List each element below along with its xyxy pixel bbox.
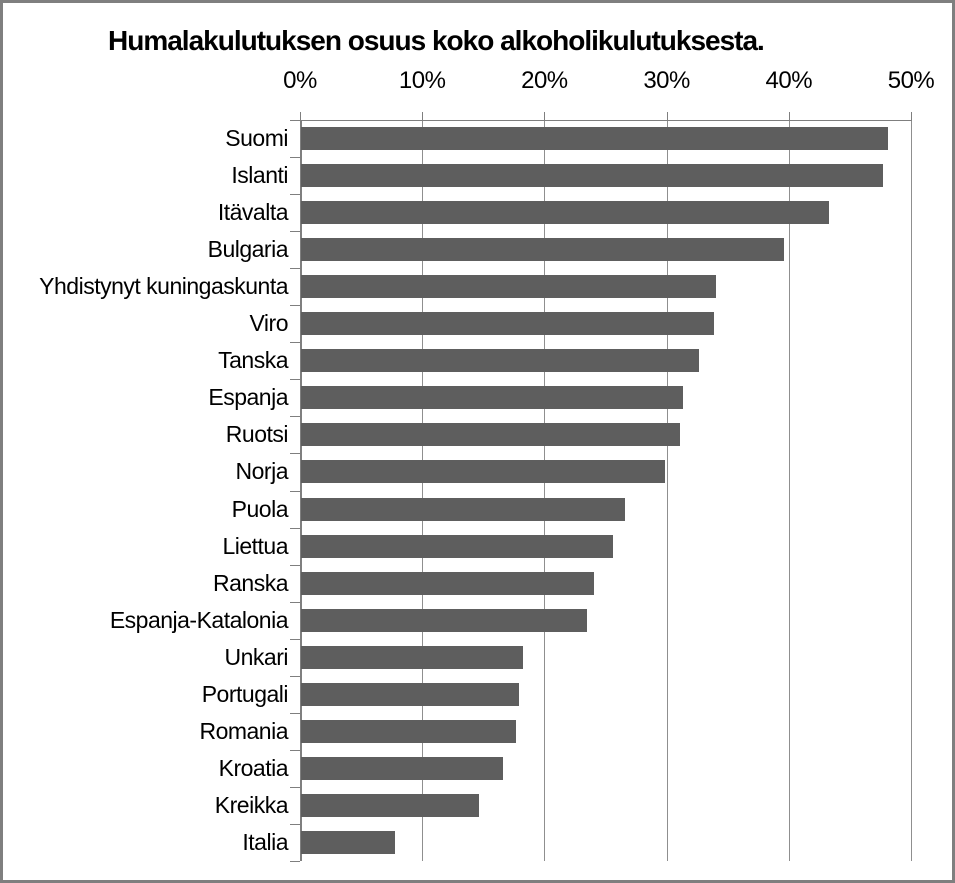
bar — [301, 535, 613, 558]
y-axis-tick-mark — [290, 713, 300, 714]
y-axis-tick-mark — [290, 231, 300, 232]
x-axis-tick-label: 50% — [887, 67, 935, 94]
y-axis-tick-mark — [290, 602, 300, 603]
bar — [301, 127, 888, 150]
x-gridline — [544, 120, 546, 861]
x-axis-tick-mark — [788, 112, 790, 121]
bar — [301, 572, 594, 595]
bar — [301, 720, 516, 743]
category-label: Unkari — [224, 644, 289, 670]
x-axis-tick-label: 20% — [521, 67, 568, 94]
x-axis-tick-mark — [666, 112, 668, 121]
y-axis-tick-mark — [290, 194, 300, 195]
category-label: Espanja-Katalonia — [109, 607, 289, 633]
x-gridline — [788, 120, 790, 861]
category-label: Yhdistynyt kuningaskunta — [39, 273, 288, 299]
bar — [301, 683, 519, 706]
x-axis-line — [300, 120, 912, 121]
y-axis-line — [300, 120, 302, 861]
category-label: Tanska — [218, 347, 288, 373]
category-label: Ranska — [213, 570, 288, 596]
y-axis-tick-mark — [290, 861, 300, 862]
category-label: Romania — [199, 718, 288, 744]
y-axis-tick-mark — [290, 157, 300, 158]
y-axis-tick-mark — [290, 750, 300, 751]
category-label: Islanti — [231, 162, 288, 188]
bar — [301, 498, 625, 521]
y-axis-tick-mark — [290, 787, 300, 788]
y-axis-tick-mark — [290, 120, 300, 121]
y-axis-tick-mark — [290, 528, 300, 529]
bar — [301, 349, 699, 372]
y-axis-tick-mark — [290, 342, 300, 343]
bar — [301, 757, 503, 780]
bar — [301, 164, 883, 187]
category-label: Puola — [231, 496, 289, 522]
bar — [301, 609, 587, 632]
bar — [301, 275, 716, 298]
chart-title: Humalakulutuksen osuus koko alkoholikulu… — [108, 25, 765, 56]
x-axis-tick-label: 40% — [765, 67, 813, 94]
y-axis-tick-mark — [290, 824, 300, 825]
x-axis-tick-mark — [422, 112, 424, 121]
category-label: Italia — [242, 829, 288, 855]
bar — [301, 831, 395, 854]
y-axis-tick-mark — [290, 379, 300, 380]
category-label: Portugali — [201, 681, 289, 707]
x-axis-tick-label: 30% — [643, 67, 690, 94]
x-gridline — [422, 120, 424, 861]
bar — [301, 386, 683, 409]
y-axis-tick-mark — [290, 565, 300, 566]
x-axis-tick-mark — [911, 112, 912, 121]
category-label: Viro — [249, 310, 289, 336]
y-axis-tick-mark — [290, 491, 300, 492]
category-label: Kreikka — [214, 792, 289, 818]
x-axis-tick-mark — [544, 112, 546, 121]
y-axis-tick-mark — [290, 268, 300, 269]
category-label: Itävalta — [217, 199, 289, 225]
category-label: Kroatia — [218, 755, 289, 781]
category-label: Ruotsi — [225, 421, 289, 447]
y-axis-tick-mark — [290, 639, 300, 640]
y-axis-tick-mark — [290, 416, 300, 417]
x-gridline — [666, 120, 668, 861]
y-axis-tick-mark — [290, 676, 300, 677]
category-label: Norja — [235, 458, 289, 484]
x-axis-tick-mark — [300, 112, 301, 121]
y-axis-tick-mark — [290, 453, 300, 454]
x-axis-tick-label: 0% — [283, 67, 317, 94]
bar — [301, 794, 479, 817]
bar — [301, 312, 714, 335]
bar — [301, 423, 680, 446]
x-axis-tick-label: 10% — [398, 67, 446, 94]
x-gridline — [911, 120, 912, 861]
bar — [301, 201, 829, 224]
bar — [301, 460, 665, 483]
bar — [301, 646, 523, 669]
category-label: Bulgaria — [207, 236, 289, 262]
y-axis-tick-mark — [290, 305, 300, 306]
category-label: Suomi — [225, 125, 288, 151]
category-label: Espanja — [208, 384, 288, 410]
category-label: Liettua — [222, 533, 288, 559]
bar — [301, 238, 784, 261]
